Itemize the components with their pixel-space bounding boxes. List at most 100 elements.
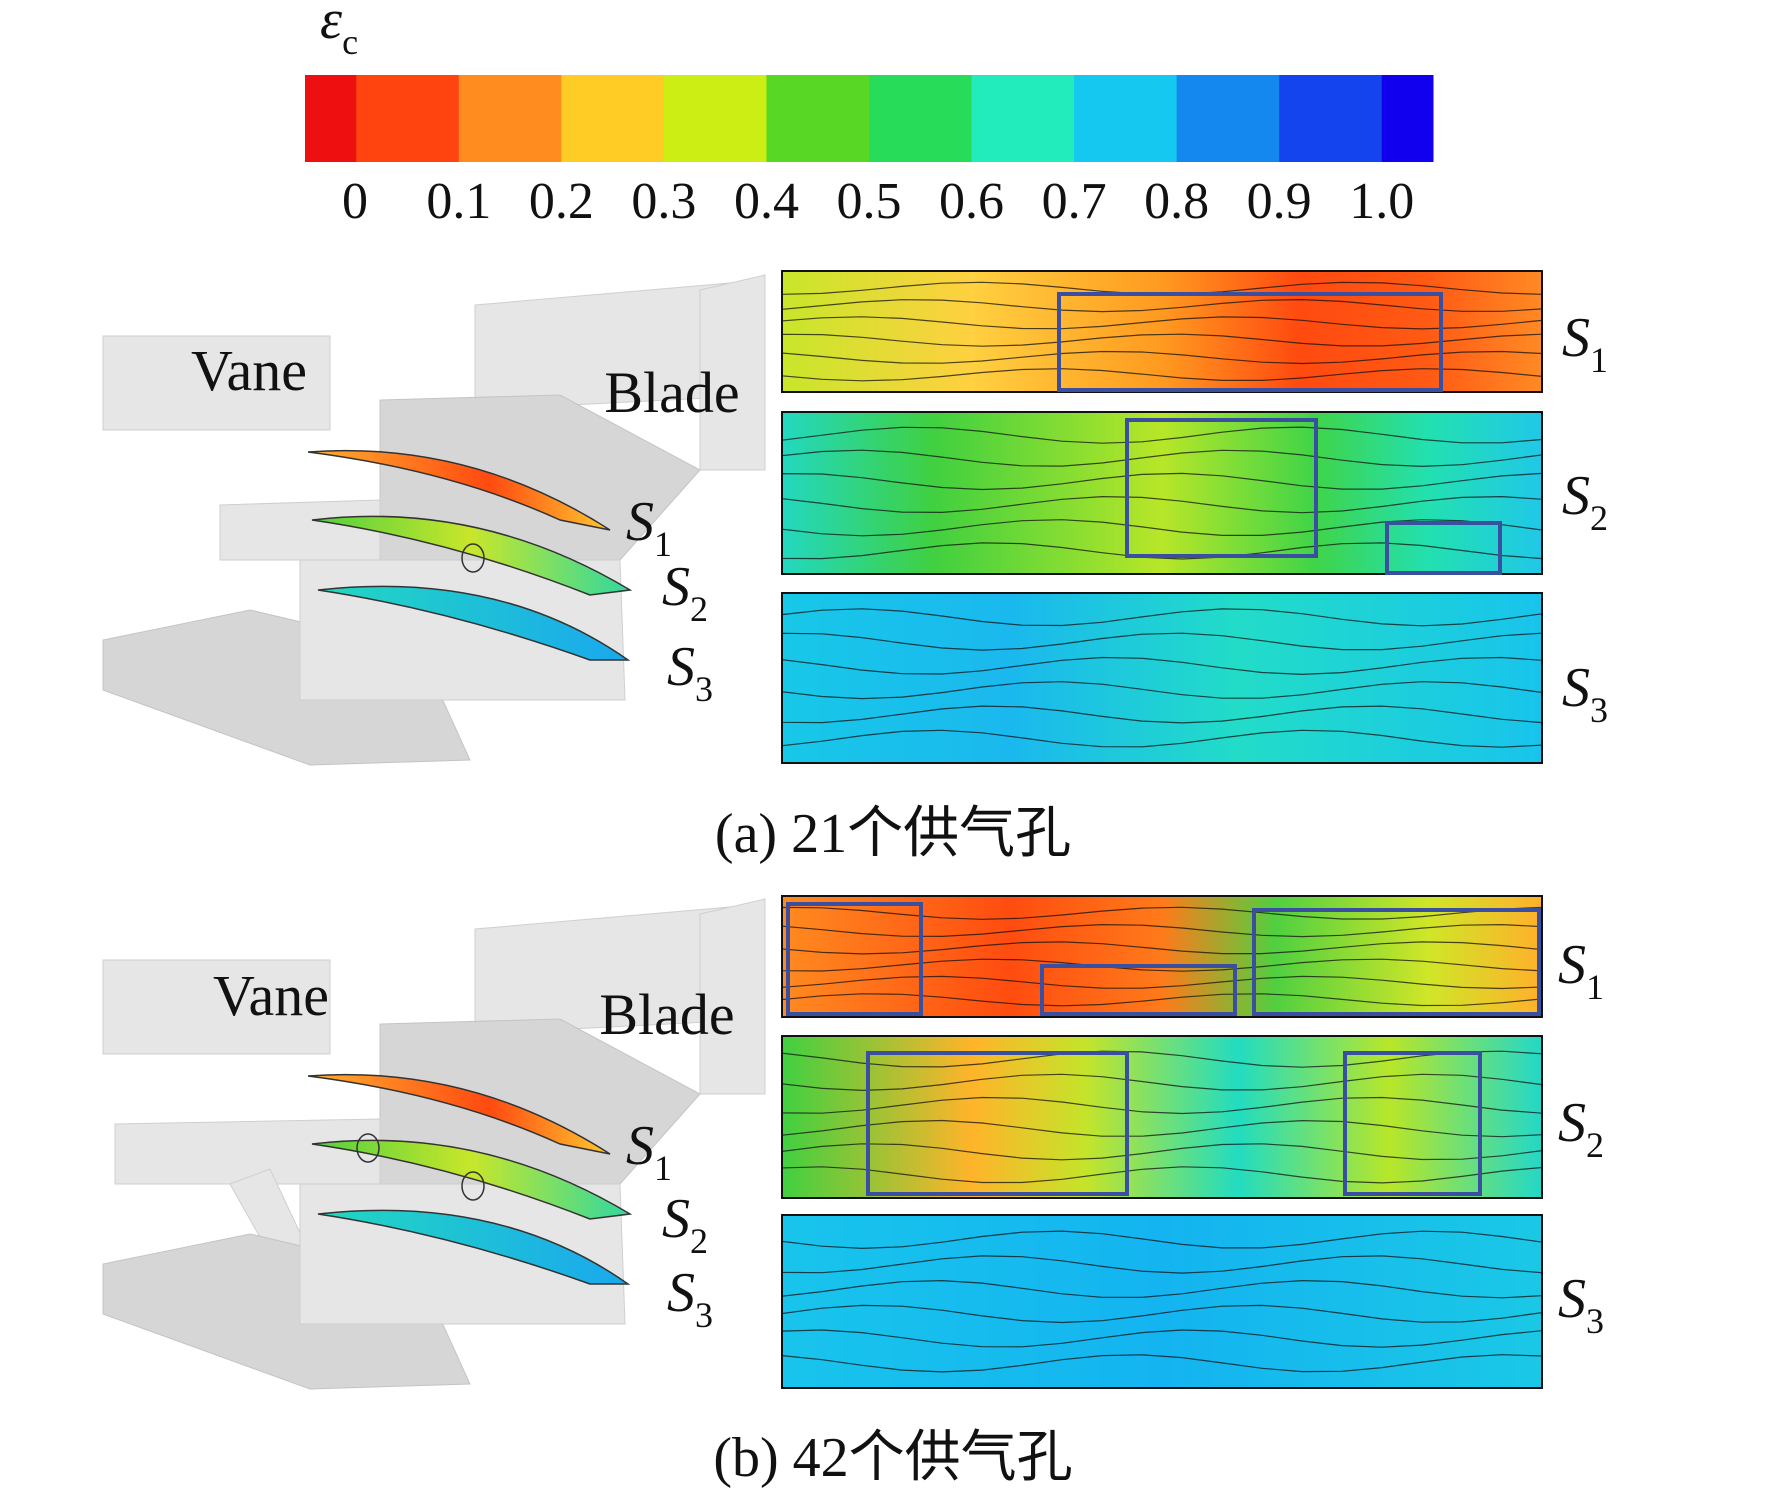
streamline [781,495,1543,514]
highlight-box [1040,964,1237,1016]
section-label-sub: 2 [1590,498,1608,538]
section-label-main: S [626,491,654,553]
streamline [781,298,1543,313]
section-label-sub: 1 [1590,340,1608,380]
section-label-sub: 3 [1586,1301,1604,1341]
panel-caption: (b) 42个供气孔 [713,1427,1072,1489]
section-label-sub: 3 [1590,690,1608,730]
streamline [781,1279,1543,1299]
colorbar-segment [971,75,1075,162]
colorbar-tick-label: 0.8 [1144,173,1209,230]
streamline [781,1119,1543,1138]
streamline [781,333,1543,347]
section-label-sub: 3 [695,1295,713,1335]
section-label-main: S [667,636,695,698]
colorbar-segment [356,75,460,162]
section-label-sub: 2 [690,1221,708,1261]
streamline [781,923,1543,938]
geometry-b [102,898,766,1390]
colorbar-tick-label: 0.1 [426,173,491,230]
section-label: S1 [1558,934,1604,1007]
highlight-box [1057,292,1443,392]
blade-label: Blade [604,360,739,425]
section-label-sub: 1 [654,524,672,564]
streamline [781,1050,1543,1068]
section-label: S1 [626,1115,672,1188]
section-label-main: S [1562,307,1590,369]
streamline [781,906,1543,920]
section-label-main: S [626,1115,654,1177]
section-label-main: S [1558,1092,1586,1154]
contour-s2 [782,412,1542,574]
streamline [781,368,1543,382]
colorbar-tick-label: 0.2 [529,173,594,230]
streamline [781,1143,1543,1161]
section-label: S1 [1562,307,1608,380]
colorbar-tick-label: 0.7 [1042,173,1107,230]
section-label-main: S [1558,1268,1586,1330]
section-label: S3 [667,636,713,709]
section-label: S3 [1562,657,1608,730]
streamline [781,449,1543,468]
section-label: S2 [662,1188,708,1261]
colorbar-segment [1381,75,1434,162]
colorbar-label-sub: c [342,22,358,62]
streamline [781,519,1543,537]
colorbar-tick-label: 0.5 [837,173,902,230]
highlight-box [1252,908,1541,1016]
panel-b-contours [782,896,1542,1388]
frame [781,592,1543,764]
section-label: S2 [662,556,708,629]
streamline [781,729,1543,748]
section-label-main: S [662,556,690,618]
streamline [781,958,1543,972]
streamline [781,975,1543,990]
streamline [781,681,1543,700]
section-label: S3 [1558,1268,1604,1341]
section-label-main: S [667,1262,695,1324]
colorbar-tick-label: 0.6 [939,173,1004,230]
colorbar-tick-label: 0.4 [734,173,799,230]
contour-s2 [782,1036,1542,1198]
section-label-main: S [1558,934,1586,996]
colorbar-segment [561,75,665,162]
vane-label: Vane [213,963,329,1028]
colorbar-segment [869,75,973,162]
section-label-sub: 1 [1586,967,1604,1007]
section-label-main: S [662,1188,690,1250]
colorbar-label: εc [320,0,358,62]
blade-label: Blade [599,982,734,1047]
frame [781,411,1543,575]
highlight-box [866,1051,1129,1196]
vane-label: Vane [191,338,307,403]
colorbar: 0 0.1 0.2 0.3 0.4 0.5 0.6 0.7 0.8 0.9 1.0 εc [305,0,1434,230]
streamline [781,350,1543,365]
contour-s3 [782,1215,1542,1388]
streamline [781,1255,1543,1274]
streamline [781,608,1543,627]
section-label-sub: 2 [690,589,708,629]
frame [781,1214,1543,1389]
streamline [781,426,1543,444]
section-label: S2 [1558,1092,1604,1165]
colorbar-tick-label: 0 [342,173,368,230]
colorbar-segment [305,75,357,162]
streamline [781,993,1543,1007]
colorbar-segment [1176,75,1280,162]
highlight-boxes [786,292,1541,1196]
contour-s3 [782,593,1542,763]
frame [781,895,1543,1018]
streamline [781,632,1543,651]
frames [781,270,1543,1389]
colorbar-tick-label: 0.3 [631,173,696,230]
frame [781,1035,1543,1199]
contour-s1 [782,896,1542,1017]
streamline [781,1096,1543,1115]
streamline [781,1329,1543,1348]
section-label-sub: 2 [1586,1125,1604,1165]
colorbar-segment [663,75,767,162]
section-label-sub: 1 [654,1148,672,1188]
streamline [781,1304,1543,1324]
